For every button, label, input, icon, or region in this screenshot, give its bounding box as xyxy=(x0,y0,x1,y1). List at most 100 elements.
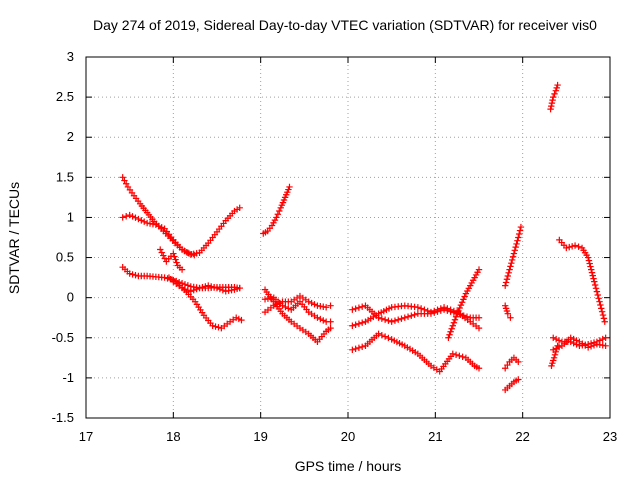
data-point xyxy=(444,307,451,314)
data-point xyxy=(408,312,415,319)
data-point xyxy=(349,346,356,354)
x-tick-label: 17 xyxy=(79,429,93,444)
data-point xyxy=(178,284,186,292)
data-point xyxy=(594,291,601,299)
data-point xyxy=(602,342,609,349)
data-point xyxy=(589,272,596,279)
data-point xyxy=(512,243,519,251)
data-point xyxy=(355,304,363,311)
data-point xyxy=(447,308,454,315)
data-point xyxy=(515,358,522,366)
y-tick-label: 2.5 xyxy=(56,89,74,104)
y-tick-label: 0.5 xyxy=(56,250,74,265)
data-point xyxy=(554,81,561,89)
data-point xyxy=(404,313,412,320)
data-point xyxy=(236,284,243,292)
data-point xyxy=(458,299,466,306)
data-point xyxy=(598,308,606,315)
data-point xyxy=(305,298,312,305)
data-point xyxy=(187,288,194,295)
data-point xyxy=(219,286,227,294)
data-point xyxy=(588,269,596,276)
data-point xyxy=(504,310,512,317)
data-point xyxy=(355,320,363,327)
data-point xyxy=(378,331,386,339)
y-tick-label: 1.5 xyxy=(56,169,74,184)
data-point xyxy=(437,307,444,314)
data-point xyxy=(596,298,603,305)
data-point xyxy=(448,325,455,332)
series-t2 xyxy=(119,204,243,258)
data-point xyxy=(381,333,389,340)
x-axis-ticks: 17 18 19 20 21 22 23 xyxy=(79,57,617,444)
data-point xyxy=(236,204,243,212)
data-point xyxy=(317,315,324,323)
data-point xyxy=(358,303,366,310)
data-point xyxy=(355,344,363,352)
data-point xyxy=(515,234,522,241)
y-tick-label: -1 xyxy=(62,370,74,385)
data-point xyxy=(129,213,136,220)
data-point xyxy=(212,323,219,330)
data-point xyxy=(587,343,595,350)
data-point xyxy=(132,272,139,279)
series-t7 xyxy=(260,183,293,237)
data-points xyxy=(119,81,609,394)
data-point xyxy=(122,213,130,220)
data-point xyxy=(213,284,221,292)
data-point xyxy=(385,317,392,324)
data-point xyxy=(385,334,392,342)
data-point xyxy=(591,278,598,285)
data-point xyxy=(590,342,598,349)
data-point xyxy=(552,348,560,356)
series-t17 xyxy=(502,354,522,372)
data-point xyxy=(451,316,459,323)
data-point xyxy=(595,295,602,302)
data-point xyxy=(431,309,438,316)
data-point xyxy=(457,301,465,309)
data-point xyxy=(311,301,318,308)
data-point xyxy=(411,311,418,318)
data-point xyxy=(550,354,558,362)
data-point xyxy=(276,207,283,215)
data-point xyxy=(460,312,467,319)
data-point xyxy=(475,314,483,321)
data-point xyxy=(193,285,200,293)
data-point xyxy=(126,270,133,277)
data-point xyxy=(449,322,456,329)
data-point xyxy=(598,305,605,312)
data-point xyxy=(505,269,512,276)
data-point xyxy=(507,314,514,321)
data-point xyxy=(588,266,595,273)
data-point xyxy=(119,214,126,221)
data-point xyxy=(601,318,608,325)
series-t18 xyxy=(502,376,522,394)
data-point xyxy=(375,330,382,337)
data-point xyxy=(285,305,292,312)
data-point xyxy=(554,342,561,349)
data-point xyxy=(548,99,556,107)
data-point xyxy=(475,365,483,372)
data-point xyxy=(591,281,599,289)
data-point xyxy=(449,350,456,358)
data-point xyxy=(276,299,283,307)
data-point xyxy=(551,351,559,359)
series-t23 xyxy=(548,342,561,370)
data-point xyxy=(157,246,164,253)
data-point xyxy=(550,334,557,341)
data-point xyxy=(196,284,203,292)
data-point xyxy=(314,314,321,321)
y-axis-ticks: 3 2.5 2 1.5 1 0.5 0 -0.5 -1 -1.5 xyxy=(52,49,610,425)
data-point xyxy=(446,331,453,338)
data-point xyxy=(401,314,408,321)
data-point xyxy=(452,351,460,359)
data-point xyxy=(398,315,405,322)
data-point xyxy=(551,90,558,98)
data-point xyxy=(274,211,282,218)
data-point xyxy=(568,243,576,250)
data-point xyxy=(602,334,609,341)
data-point xyxy=(238,316,245,324)
data-point xyxy=(395,316,402,323)
data-point xyxy=(566,243,573,251)
data-point xyxy=(434,308,441,315)
